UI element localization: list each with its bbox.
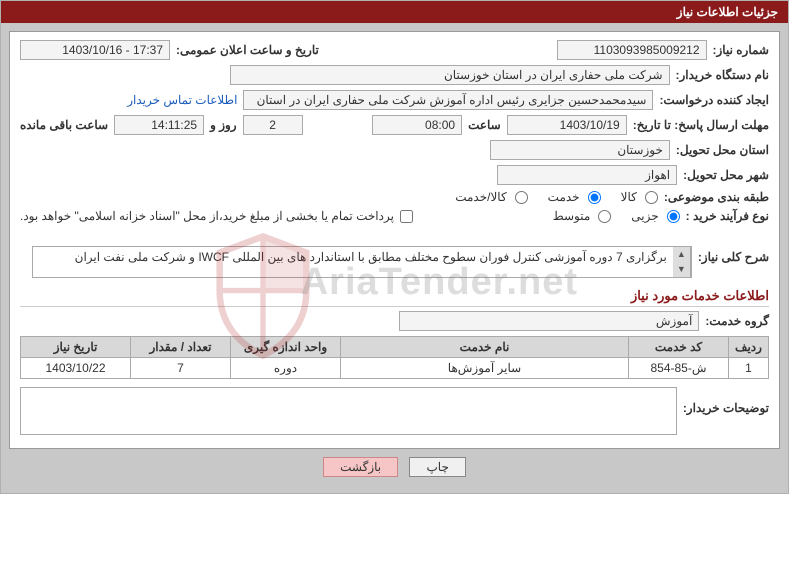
remaining-days-field: 2	[243, 115, 303, 135]
city-field: اهواز	[497, 165, 677, 185]
scroll-up-icon[interactable]: ▲	[673, 247, 690, 262]
purchase-type-label: نوع فرآیند خرید :	[686, 209, 769, 223]
purchase-type-radio-medium[interactable]	[598, 210, 611, 223]
purchase-type-opt-0: جزیی	[631, 209, 658, 223]
category-opt-0: کالا	[621, 190, 637, 204]
td-name: سایر آموزش‌ها	[341, 358, 629, 379]
category-opt-2: کالا/خدمت	[455, 190, 506, 204]
th-qty: تعداد / مقدار	[131, 337, 231, 358]
button-row: چاپ بازگشت	[9, 449, 780, 485]
deadline-label: مهلت ارسال پاسخ: تا تاریخ:	[633, 118, 769, 132]
requester-field: سیدمحمدحسین جزایری رئیس اداره آموزش شرکت…	[243, 90, 653, 110]
service-group-field: آموزش	[399, 311, 699, 331]
remaining-time-field: 14:11:25	[114, 115, 204, 135]
requester-label: ایجاد کننده درخواست:	[659, 93, 769, 107]
announce-dt-label: تاریخ و ساعت اعلان عمومی:	[176, 43, 319, 57]
payment-checkbox[interactable]	[400, 210, 413, 223]
th-unit: واحد اندازه گیری	[231, 337, 341, 358]
td-row: 1	[729, 358, 769, 379]
need-no-field: 1103093985009212	[557, 40, 707, 60]
province-label: استان محل تحویل:	[676, 143, 769, 157]
province-field: خوزستان	[490, 140, 670, 160]
services-table: ردیف کد خدمت نام خدمت واحد اندازه گیری ت…	[20, 336, 769, 379]
content-wrap: شماره نیاز: 1103093985009212 تاریخ و ساع…	[1, 23, 788, 493]
service-group-label: گروه خدمت:	[705, 314, 769, 328]
announce-dt-field: 17:37 - 1403/10/16	[20, 40, 170, 60]
category-opt-1: خدمت	[548, 190, 580, 204]
desc-scrollbar[interactable]: ▲ ▼	[673, 247, 691, 277]
table-header-row: ردیف کد خدمت نام خدمت واحد اندازه گیری ت…	[21, 337, 769, 358]
th-date: تاریخ نیاز	[21, 337, 131, 358]
category-radio-group: طبقه بندی موضوعی: کالا خدمت کالا/خدمت	[20, 190, 769, 204]
purchase-type-radio-partial[interactable]	[667, 210, 680, 223]
buyer-org-label: نام دستگاه خریدار:	[676, 68, 770, 82]
main-container: جزئیات اطلاعات نیاز شماره نیاز: 11030939…	[0, 0, 789, 494]
titlebar: جزئیات اطلاعات نیاز	[1, 1, 788, 23]
overall-desc-box: ▲ ▼ برگزاری 7 دوره آموزشی کنترل فوران سط…	[32, 246, 692, 278]
contact-link[interactable]: اطلاعات تماس خریدار	[127, 93, 237, 107]
back-button[interactable]: بازگشت	[323, 457, 398, 477]
services-section-head: اطلاعات خدمات مورد نیاز	[20, 284, 769, 307]
buyer-org-field: شرکت ملی حفاری ایران در استان خوزستان	[230, 65, 670, 85]
th-code: کد خدمت	[629, 337, 729, 358]
buyer-notes-box[interactable]	[20, 387, 677, 435]
category-radio-both[interactable]	[515, 191, 528, 204]
td-unit: دوره	[231, 358, 341, 379]
time-word-label: ساعت	[468, 118, 501, 132]
payment-note-text: پرداخت تمام یا بخشی از مبلغ خرید،از محل …	[20, 209, 394, 223]
table-row: 1 ش-85-854 سایر آموزش‌ها دوره 7 1403/10/…	[21, 358, 769, 379]
purchase-type-row: نوع فرآیند خرید : جزیی متوسط پرداخت تمام…	[20, 209, 769, 223]
th-name: نام خدمت	[341, 337, 629, 358]
city-label: شهر محل تحویل:	[683, 168, 769, 182]
overall-desc-text: برگزاری 7 دوره آموزشی کنترل فوران سطوح م…	[33, 247, 673, 277]
overall-desc-label: شرح کلی نیاز:	[698, 246, 769, 264]
deadline-date-field: 1403/10/19	[507, 115, 627, 135]
td-qty: 7	[131, 358, 231, 379]
remain-label: ساعت باقی مانده	[20, 118, 108, 132]
purchase-type-opt-1: متوسط	[553, 209, 591, 223]
category-label: طبقه بندی موضوعی:	[664, 190, 769, 204]
category-radio-goods[interactable]	[645, 191, 658, 204]
days-and-label: روز و	[210, 118, 237, 132]
form-panel: شماره نیاز: 1103093985009212 تاریخ و ساع…	[9, 31, 780, 449]
td-code: ش-85-854	[629, 358, 729, 379]
buyer-notes-label: توضیحات خریدار:	[683, 385, 769, 415]
category-radio-service[interactable]	[588, 191, 601, 204]
scroll-down-icon[interactable]: ▼	[673, 262, 690, 277]
deadline-time-field: 08:00	[372, 115, 462, 135]
th-row: ردیف	[729, 337, 769, 358]
print-button[interactable]: چاپ	[409, 457, 465, 477]
td-date: 1403/10/22	[21, 358, 131, 379]
need-no-label: شماره نیاز:	[713, 43, 769, 57]
